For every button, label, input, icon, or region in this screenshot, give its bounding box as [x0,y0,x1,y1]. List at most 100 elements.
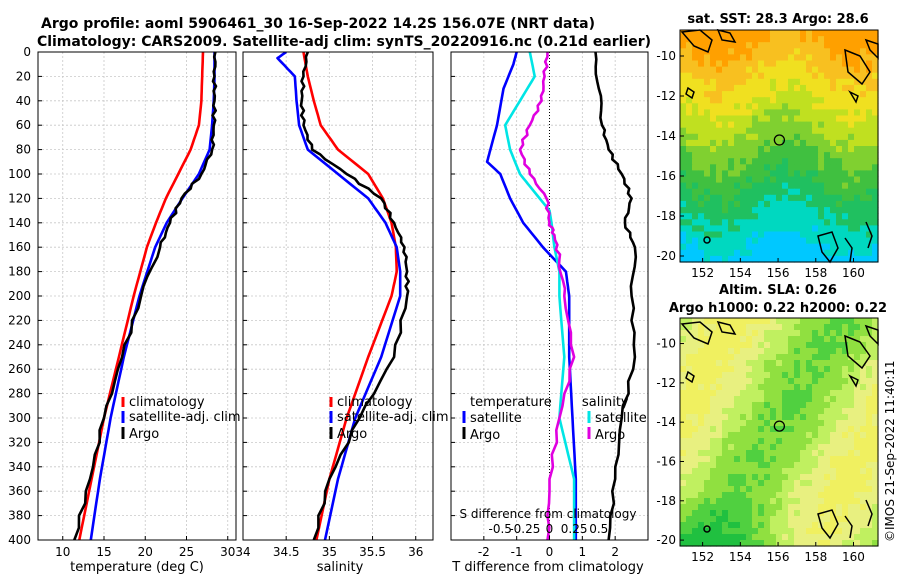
map-cell [794,200,801,208]
series-line-satellite-adj-clim [276,52,402,540]
map-cell [770,516,777,523]
map-cell [728,188,735,196]
x-tick-label: 35.5 [359,545,386,559]
map-cell [812,348,819,355]
map-cell [722,188,729,196]
map-cell [794,36,801,43]
map-cell [830,133,837,141]
map-cell [692,378,699,385]
map-cell [752,48,759,55]
map-cell [740,402,747,409]
map-cell [758,420,765,427]
map-cell [854,504,861,511]
map-cell [716,522,723,529]
map-cell [752,225,759,233]
map-cell [698,390,705,397]
series-line-salinity-argo [518,52,576,540]
map-cell [728,133,735,141]
map-cell [836,200,843,208]
map-cell [722,213,729,220]
sla-argo-marker [773,420,786,432]
map-cell [722,474,729,481]
map-cell [782,426,789,433]
map-cell [854,213,861,220]
map-cell [704,188,711,196]
map-cell [866,528,873,535]
map-cell [752,176,759,184]
map-cell [806,504,813,511]
map-cell [818,534,825,541]
map-cell [806,468,813,475]
map-cell [770,115,777,123]
map-cell [680,207,687,214]
map-cell [686,170,693,178]
map-cell [806,486,813,493]
map-cell [866,194,873,202]
map-cell [824,366,831,373]
map-cell [806,450,813,457]
map-cell [854,450,861,457]
map-cell [776,152,783,159]
map-cell [842,468,849,475]
map-cell [848,103,855,110]
map-cell [776,324,783,331]
map-cell [764,133,771,141]
map-cell [866,372,873,379]
map-cell [710,219,717,226]
map-cell [842,510,849,517]
map-cell [692,318,699,325]
map-cell [716,528,723,535]
map-cell [734,243,741,251]
map-cell [860,504,867,511]
map-cell [704,534,711,541]
map-cell [800,60,807,68]
map-cell [704,176,711,184]
map-cell [842,103,849,110]
map-cell [824,219,831,226]
map-cell [842,170,849,178]
map-cell [854,354,861,361]
map-cell [746,231,753,239]
map-cell [686,91,693,98]
map-cell [692,115,699,123]
map-cell [824,408,831,415]
map-cell [728,366,735,373]
map-cell [710,176,717,184]
map-cell [692,78,699,86]
map-cell [704,360,711,367]
map-cell [764,378,771,385]
map-cell [680,48,687,55]
map-cell [764,66,771,74]
map-cell [848,176,855,184]
map-cell [776,348,783,355]
map-cell [860,348,867,355]
map-cell [728,390,735,397]
map-cell [872,213,879,220]
map-cell [794,390,801,397]
map-cell [812,366,819,373]
map-cell [830,97,837,104]
map-cell [788,158,795,165]
map-cell [746,48,753,55]
map-cell [722,103,729,110]
map-cell [758,342,765,349]
map-cell [836,170,843,178]
map-cell [782,36,789,43]
map-cell [812,194,819,202]
map-cell [734,255,741,263]
map-cell [710,528,717,535]
map-cell [770,324,777,331]
map-cell [746,97,753,104]
map-cell [848,170,855,178]
map-cell [818,48,825,55]
map-y-tick-label: -16 [656,454,676,468]
map-cell [872,36,879,43]
map-cell [710,438,717,445]
map-cell [710,360,717,367]
map-cell [686,48,693,55]
map-cell [812,474,819,481]
map-cell [842,182,849,190]
map-cell [686,158,693,165]
map-cell [818,194,825,202]
map-cell [770,30,777,37]
